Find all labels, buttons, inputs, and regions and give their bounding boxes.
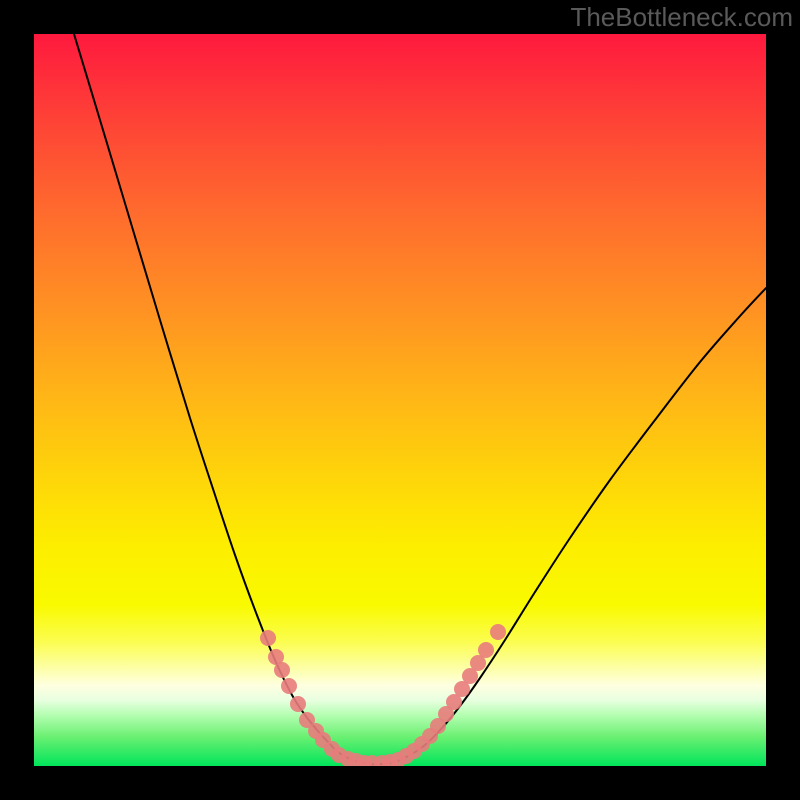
- plot-background: [34, 34, 766, 766]
- chart-container: TheBottleneck.com: [0, 0, 800, 800]
- marker-left: [281, 678, 297, 694]
- watermark-text: TheBottleneck.com: [570, 2, 793, 32]
- chart-svg: TheBottleneck.com: [0, 0, 800, 800]
- marker-right: [478, 642, 494, 658]
- marker-left: [274, 662, 290, 678]
- marker-right: [490, 624, 506, 640]
- marker-left: [260, 630, 276, 646]
- marker-left: [290, 696, 306, 712]
